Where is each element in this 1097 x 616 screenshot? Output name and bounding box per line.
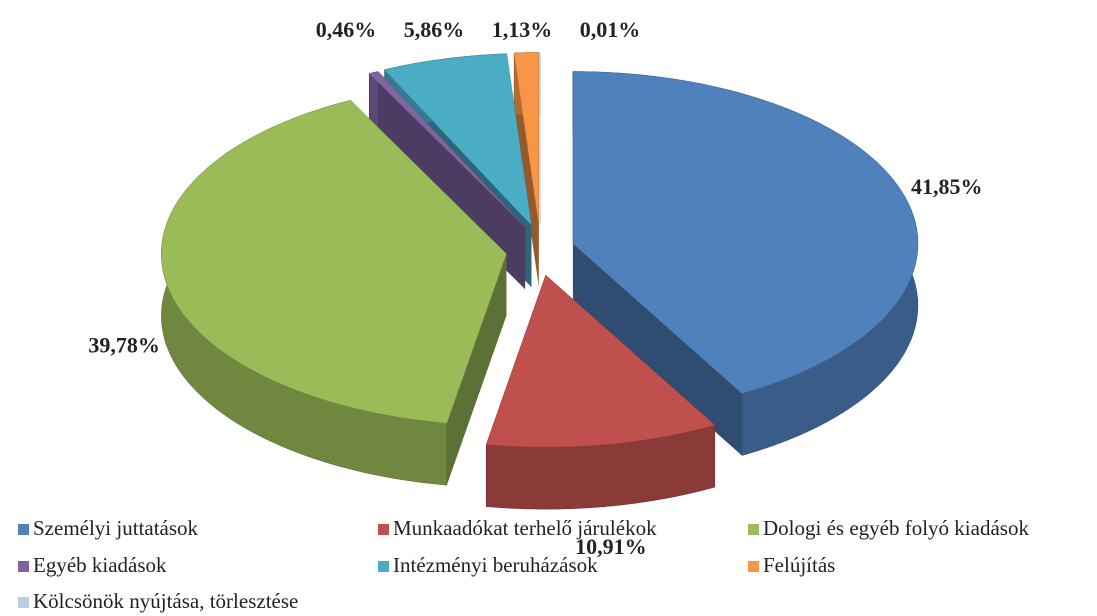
slice bbox=[572, 71, 919, 394]
legend-label: Dologi és egyéb folyó kiadások bbox=[763, 516, 1029, 540]
legend-swatch bbox=[18, 561, 29, 572]
legend-label: Egyéb kiadások bbox=[33, 553, 167, 577]
value-label: 39,78% bbox=[88, 332, 160, 357]
legend-label: Felújítás bbox=[763, 553, 835, 577]
legend-swatch bbox=[378, 524, 389, 535]
legend-label: Személyi juttatások bbox=[33, 516, 199, 540]
slice-side bbox=[446, 253, 507, 486]
value-label: 5,86% bbox=[404, 17, 465, 42]
slice bbox=[161, 100, 507, 424]
legend-label: Intézményi beruházások bbox=[393, 553, 598, 577]
legend-swatch bbox=[18, 597, 29, 608]
legend-label: Kölcsönök nyújtása, törlesztése bbox=[33, 589, 298, 613]
slice-side bbox=[572, 243, 742, 456]
value-label: 0,46% bbox=[316, 17, 377, 42]
legend-label: Munkaadókat terhelő járulékok bbox=[393, 516, 657, 540]
slice bbox=[384, 53, 532, 227]
value-label: 1,13% bbox=[492, 17, 553, 42]
slice bbox=[485, 274, 716, 448]
legend-swatch bbox=[748, 561, 759, 572]
slice-side bbox=[378, 71, 526, 290]
value-label: 41,85% bbox=[911, 174, 983, 199]
legend-swatch bbox=[378, 561, 389, 572]
slice bbox=[513, 52, 540, 225]
value-label: 0,01% bbox=[580, 17, 641, 42]
legend-swatch bbox=[18, 524, 29, 535]
legend-swatch bbox=[748, 524, 759, 535]
slice bbox=[368, 71, 526, 228]
value-label: 10,91% bbox=[575, 534, 647, 559]
